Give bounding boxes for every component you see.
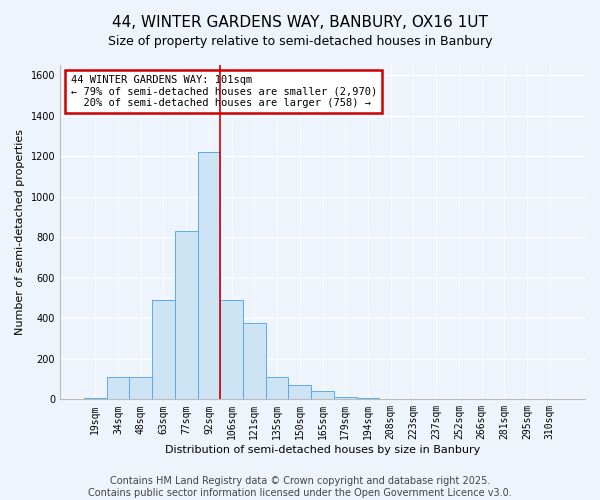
Text: Contains HM Land Registry data © Crown copyright and database right 2025.
Contai: Contains HM Land Registry data © Crown c…: [88, 476, 512, 498]
Bar: [197, 152, 220, 400]
Bar: [130, 377, 152, 400]
X-axis label: Distribution of semi-detached houses by size in Banbury: Distribution of semi-detached houses by …: [165, 445, 480, 455]
Text: 44 WINTER GARDENS WAY: 101sqm
← 79% of semi-detached houses are smaller (2,970)
: 44 WINTER GARDENS WAY: 101sqm ← 79% of s…: [71, 75, 377, 108]
Bar: [84, 398, 107, 400]
Text: Size of property relative to semi-detached houses in Banbury: Size of property relative to semi-detach…: [108, 35, 492, 48]
Bar: [266, 377, 289, 400]
Bar: [152, 300, 175, 400]
Text: 44, WINTER GARDENS WAY, BANBURY, OX16 1UT: 44, WINTER GARDENS WAY, BANBURY, OX16 1U…: [112, 15, 488, 30]
Bar: [311, 391, 334, 400]
Bar: [175, 231, 197, 400]
Bar: [243, 324, 266, 400]
Bar: [356, 398, 379, 400]
Bar: [334, 398, 356, 400]
Bar: [289, 385, 311, 400]
Bar: [220, 300, 243, 400]
Y-axis label: Number of semi-detached properties: Number of semi-detached properties: [15, 129, 25, 335]
Bar: [107, 377, 130, 400]
